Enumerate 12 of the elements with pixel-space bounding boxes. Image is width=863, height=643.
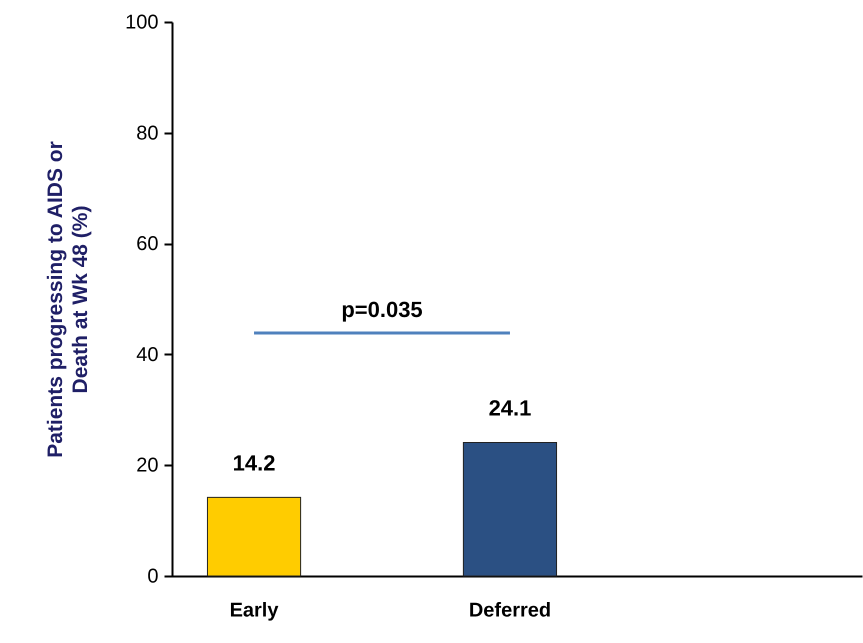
y-tick-label: 100: [125, 12, 158, 34]
y-tick-label: 20: [136, 454, 158, 477]
y-tick-label: 60: [136, 233, 158, 256]
x-tick-label: Deferred: [468, 600, 552, 622]
data-label: 14.2: [232, 450, 276, 476]
y-axis-title: Patients progressing to AIDS or Death at Wk 48 (%): [44, 141, 92, 458]
x-tick-label: Early: [230, 600, 280, 622]
y-tick-label: 40: [136, 344, 158, 366]
y-tick-label: 0: [147, 566, 158, 588]
annotation: p=0.035: [341, 297, 423, 322]
y-tick-label: 80: [136, 122, 158, 144]
data-label: 24.1: [488, 395, 532, 420]
